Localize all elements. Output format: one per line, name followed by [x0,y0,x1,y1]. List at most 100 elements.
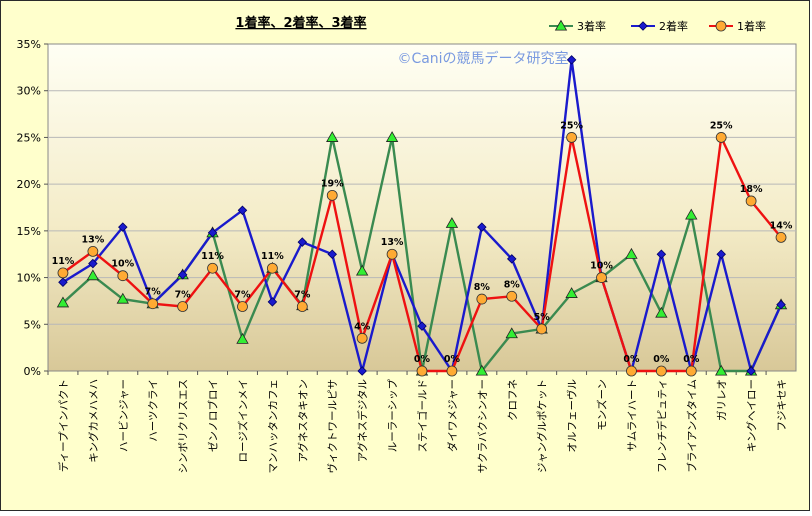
x-tick-label: クロフネ [507,379,519,421]
data-point [655,306,668,318]
data-point [296,301,308,312]
x-tick-label: フジキセキ [776,379,788,432]
x-tick-label: ゼンノロブロイ [207,379,220,452]
data-point [715,132,727,143]
x-tick-label: サクラバクシンオー [477,379,489,473]
data-point [86,269,100,281]
y-tick-label: 10% [17,272,41,285]
data-point [357,366,367,376]
legend: 3着率 2着率 1着率 [549,19,766,33]
data-point [776,299,786,310]
plot-area [47,43,797,372]
data-point [445,217,459,228]
x-tick-label: ガリレオ [716,379,728,421]
y-tick-label: 25% [17,131,41,144]
x-tick-label: シンボリクリスエス [178,379,190,474]
data-point [58,277,68,288]
data-point [505,327,518,339]
x-tick-label: ジャングルポケット [536,379,549,473]
data-point [476,293,488,305]
data-label: 7% [145,287,162,298]
data-point [655,365,667,377]
data-point [536,323,548,335]
data-labels: 11% 13% 10% 7% 7% 11% 7% 11% 7% 19% 4% 13% 0% 0% 8% 8% 5… [52,120,793,365]
data-point [87,246,99,257]
data-point [237,205,248,216]
data-label: 11% [52,256,75,267]
data-label: 25% [560,120,583,131]
data-point [506,290,518,302]
data-label: 5% [534,312,551,323]
chart-title: 1着率、2着率、3着率 [235,15,366,31]
data-point [118,222,128,232]
x-tick-label: モンズーン [596,379,609,431]
data-point [625,247,638,259]
data-point [355,264,369,276]
data-point [716,249,726,259]
data-label: 0% [653,354,670,365]
legend-label: 1着率 [737,19,766,33]
data-point [596,272,607,283]
x-tick-label: ロージズインメイ [236,379,249,462]
y-tick-label: 15% [17,225,41,238]
x-tick-label: キングカメハメハ [87,379,100,463]
data-point [626,365,637,377]
x-tick-label: サムライハート [626,379,638,452]
data-point [656,249,667,259]
data-point [207,262,218,274]
x-tick-label: オルフェーヴル [566,379,579,453]
data-point [147,298,159,310]
x-tick-label: マンハッタンカフェ [267,379,279,474]
axes: 0% 5% 10% 15% 20% 25% 30% 35% ディープインパクト キングカメハメハ ハ… [17,38,788,474]
data-label: 0% [444,354,461,365]
data-point [566,132,577,143]
data-point [88,258,98,269]
data-point [56,296,70,308]
data-point [446,365,458,377]
x-tick-label: ステイゴールド [416,379,429,453]
data-point [506,254,517,264]
data-label: 8% [504,279,521,290]
data-point [386,248,398,260]
data-label: 0% [414,354,431,365]
data-point [775,231,787,243]
data-label: 11% [261,251,284,262]
data-point [236,332,249,344]
data-point [327,249,338,259]
x-tick-label: ヴィクトワールピサ [326,379,339,474]
data-point [266,262,278,274]
data-point [207,227,218,238]
data-point [326,189,338,201]
x-tick-label: ハーツクライ [148,379,160,442]
data-point [745,195,757,207]
data-label: 0% [683,354,700,365]
data-label: 25% [710,120,733,131]
data-point [356,332,368,344]
data-label: 0% [623,354,640,365]
data-point [685,208,698,220]
y-tick-label: 30% [17,85,41,98]
data-point [566,55,577,65]
data-point [237,301,248,312]
data-label: 13% [381,237,404,248]
data-point [326,131,339,142]
x-tick-label: フレンチデピュティ [655,379,668,473]
data-point [385,131,399,142]
y-tick-label: 5% [24,318,41,331]
data-point [57,267,69,279]
x-tick-label: アグネスデジタル [356,379,369,462]
data-label: 7% [175,290,192,301]
data-label: 8% [474,282,491,293]
y-tick-label: 20% [17,178,41,191]
x-tick-label: キングヘイロー [745,379,758,452]
data-label: 19% [321,178,344,189]
data-point [638,21,648,31]
data-point [177,270,188,280]
data-point [746,366,756,376]
data-point [565,287,578,298]
legend-label: 2着率 [659,19,688,33]
data-label: 13% [82,234,105,245]
data-label: 7% [294,290,311,301]
x-tick-label: ルーラーシップ [387,379,399,453]
data-point [116,292,129,304]
